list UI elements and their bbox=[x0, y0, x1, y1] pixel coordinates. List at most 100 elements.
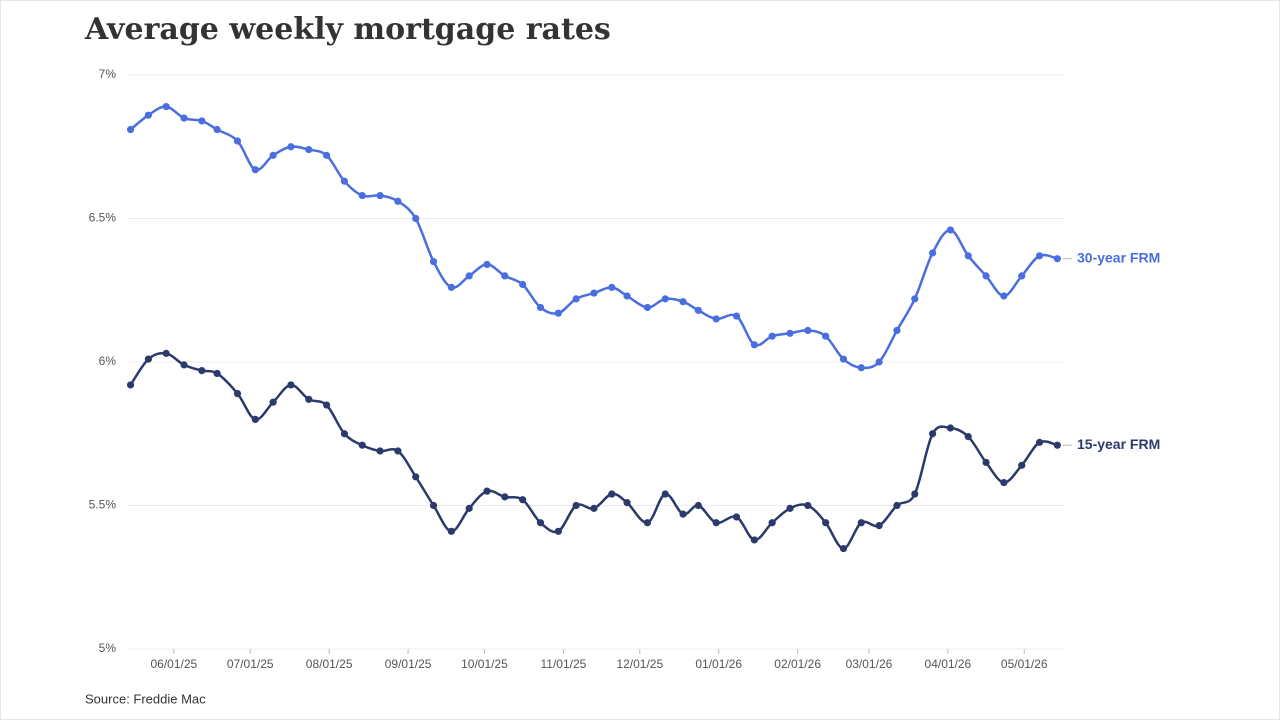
data-point bbox=[875, 358, 883, 366]
data-point bbox=[162, 349, 170, 357]
data-point bbox=[875, 521, 883, 530]
data-point bbox=[590, 289, 598, 297]
x-tick-label: 03/01/26 bbox=[846, 657, 893, 671]
data-point bbox=[447, 527, 455, 535]
data-point bbox=[750, 536, 758, 544]
data-point bbox=[893, 501, 901, 510]
data-point bbox=[323, 151, 331, 159]
data-point bbox=[233, 137, 242, 145]
data-point bbox=[982, 272, 990, 280]
y-tick-label: 6.5% bbox=[89, 211, 117, 225]
x-tick-label: 12/01/25 bbox=[616, 657, 663, 671]
data-point bbox=[376, 191, 384, 200]
data-point bbox=[554, 527, 562, 535]
data-point bbox=[572, 501, 580, 510]
data-point bbox=[198, 117, 206, 125]
data-point bbox=[269, 151, 277, 159]
data-point bbox=[340, 430, 349, 438]
data-point bbox=[608, 283, 616, 291]
data-point bbox=[1035, 252, 1044, 260]
data-point bbox=[623, 292, 631, 300]
data-point bbox=[269, 398, 277, 406]
data-point bbox=[305, 146, 313, 154]
data-point bbox=[857, 364, 865, 372]
data-point bbox=[643, 519, 652, 527]
y-tick-label: 7% bbox=[99, 67, 117, 81]
data-point bbox=[501, 493, 509, 501]
data-point bbox=[732, 513, 741, 521]
data-point bbox=[323, 401, 331, 409]
data-point bbox=[1000, 478, 1008, 487]
data-point bbox=[946, 226, 955, 234]
data-point bbox=[465, 272, 473, 280]
data-point bbox=[394, 447, 402, 455]
data-point bbox=[126, 125, 135, 134]
data-point bbox=[964, 433, 972, 441]
data-point bbox=[786, 329, 794, 337]
x-tick-label: 08/01/25 bbox=[306, 657, 353, 671]
source-note: Source: Freddie Mac bbox=[85, 691, 206, 706]
data-point bbox=[679, 510, 687, 518]
data-point bbox=[623, 499, 631, 507]
data-point bbox=[519, 280, 527, 289]
data-point bbox=[519, 496, 527, 504]
data-point bbox=[340, 177, 349, 185]
data-point bbox=[786, 504, 794, 512]
data-point bbox=[857, 519, 865, 527]
data-point bbox=[839, 544, 848, 553]
data-point bbox=[732, 312, 741, 320]
data-point bbox=[233, 389, 242, 398]
data-point bbox=[162, 102, 170, 111]
data-point bbox=[412, 214, 420, 223]
data-point bbox=[287, 381, 295, 389]
data-point bbox=[911, 490, 919, 498]
data-point bbox=[661, 490, 669, 498]
data-point bbox=[536, 303, 545, 312]
data-point bbox=[590, 504, 598, 512]
chart-title: Average weekly mortgage rates bbox=[84, 12, 611, 47]
x-tick-label: 10/01/25 bbox=[461, 657, 508, 671]
x-tick-label: 02/01/26 bbox=[774, 657, 821, 671]
y-tick-label: 6% bbox=[99, 354, 117, 368]
x-tick-label: 01/01/26 bbox=[695, 657, 742, 671]
data-point bbox=[839, 355, 848, 363]
data-point bbox=[180, 114, 188, 122]
data-point bbox=[483, 487, 491, 495]
x-tick-label: 11/01/25 bbox=[540, 657, 586, 671]
data-point bbox=[964, 252, 972, 260]
data-point bbox=[1000, 292, 1008, 300]
data-point bbox=[1018, 272, 1026, 280]
data-point bbox=[661, 295, 669, 303]
x-tick-label: 05/01/26 bbox=[1001, 657, 1048, 671]
x-tick-label: 06/01/25 bbox=[150, 657, 197, 671]
data-point bbox=[358, 441, 366, 449]
data-point bbox=[429, 257, 438, 266]
data-point bbox=[144, 355, 152, 363]
x-tick-label: 04/01/26 bbox=[925, 657, 972, 671]
data-point bbox=[608, 490, 616, 498]
data-point bbox=[643, 303, 652, 312]
data-point bbox=[694, 501, 702, 510]
data-point bbox=[251, 415, 259, 423]
data-point bbox=[213, 369, 221, 378]
data-point bbox=[144, 111, 152, 119]
data-point bbox=[822, 332, 830, 340]
data-point bbox=[287, 143, 295, 151]
data-point bbox=[501, 272, 509, 280]
data-point bbox=[1053, 255, 1061, 263]
data-point bbox=[465, 504, 473, 512]
x-tick-label: 09/01/25 bbox=[385, 657, 432, 671]
data-point bbox=[251, 166, 259, 174]
data-point bbox=[750, 341, 758, 349]
data-point bbox=[180, 361, 188, 369]
y-tick-label: 5.5% bbox=[89, 498, 117, 512]
data-point bbox=[712, 315, 720, 323]
data-point bbox=[198, 367, 206, 375]
data-point bbox=[305, 395, 313, 403]
data-point bbox=[928, 249, 937, 257]
data-point bbox=[1018, 461, 1026, 469]
data-point bbox=[429, 501, 438, 510]
data-point bbox=[822, 519, 830, 527]
